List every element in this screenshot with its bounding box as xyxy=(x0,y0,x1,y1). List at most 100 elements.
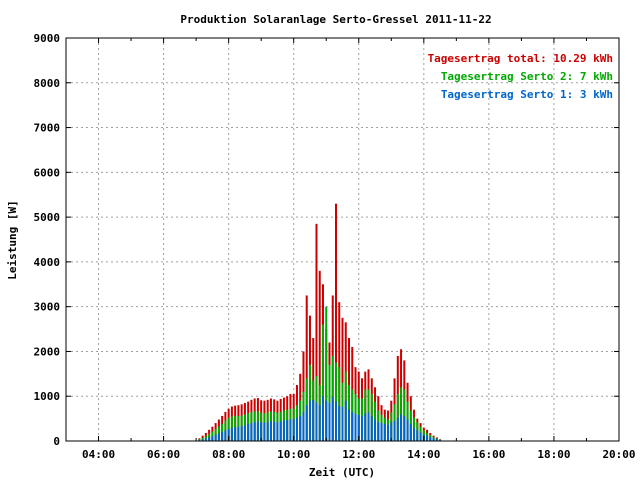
bar-serto-1 xyxy=(383,423,386,441)
y-tick-label: 0 xyxy=(53,435,60,448)
bar-serto-1 xyxy=(286,419,289,441)
bar-serto-1 xyxy=(406,419,409,441)
y-tick-label: 6000 xyxy=(34,166,61,179)
bar-serto-1 xyxy=(377,422,380,441)
bar-serto-2 xyxy=(403,389,406,441)
x-tick-label: 04:00 xyxy=(82,448,115,461)
bar-serto-1 xyxy=(240,426,243,441)
chart-title: Produktion Solaranlage Serto-Gressel 201… xyxy=(180,13,491,26)
x-tick-label: 06:00 xyxy=(147,448,180,461)
y-tick-label: 9000 xyxy=(34,32,61,45)
y-tick-label: 7000 xyxy=(34,122,61,135)
bar-serto-1 xyxy=(282,420,285,441)
bar-serto-1 xyxy=(321,396,324,441)
plot-frame xyxy=(65,37,620,442)
bar-serto-1 xyxy=(348,409,351,441)
bar-serto-1 xyxy=(374,419,377,441)
bar-serto-1 xyxy=(237,426,240,441)
bar-serto-1 xyxy=(426,435,429,441)
bar-total xyxy=(305,295,308,441)
x-tick-label: 20:00 xyxy=(602,448,635,461)
bar-serto-1 xyxy=(370,415,373,441)
bar-serto-1 xyxy=(266,422,269,441)
bar-serto-1 xyxy=(400,414,403,441)
bar-serto-1 xyxy=(367,412,370,441)
x-tick-label: 16:00 xyxy=(472,448,505,461)
bar-serto-1 xyxy=(208,437,211,441)
bar-serto-1 xyxy=(279,421,282,441)
bar-serto-1 xyxy=(357,415,360,441)
bar-serto-1 xyxy=(289,419,292,441)
y-tick-label: 8000 xyxy=(34,77,61,90)
bar-serto-1 xyxy=(214,434,217,441)
bar-serto-1 xyxy=(250,423,253,441)
bar-serto-1 xyxy=(344,400,347,441)
bar-total xyxy=(315,223,318,441)
bar-serto-1 xyxy=(302,411,305,441)
bars-layer xyxy=(198,203,442,441)
bar-serto-1 xyxy=(260,422,263,441)
bar-serto-1 xyxy=(334,401,337,441)
bar-serto-1 xyxy=(299,415,302,441)
x-tick-label: 18:00 xyxy=(537,448,570,461)
bar-serto-1 xyxy=(429,436,432,441)
bar-serto-1 xyxy=(435,439,438,441)
bar-serto-1 xyxy=(295,417,298,441)
bar-serto-1 xyxy=(361,415,364,441)
bar-serto-1 xyxy=(263,422,266,441)
legend-entry: Tagesertrag total: 10.29 kWh xyxy=(428,52,613,65)
legend: Tagesertrag total: 10.29 kWh Tagesertrag … xyxy=(428,52,613,101)
bar-serto-1 xyxy=(204,438,207,441)
bar-serto-1 xyxy=(387,424,390,441)
bar-serto-1 xyxy=(403,415,406,441)
y-tick-label: 2000 xyxy=(34,345,61,358)
bar-serto-1 xyxy=(221,432,224,441)
bar-total xyxy=(318,270,321,441)
bar-serto-1 xyxy=(341,406,344,441)
x-tick-label: 10:00 xyxy=(277,448,310,461)
y-axis-label: Leistung [W] xyxy=(6,200,19,279)
bar-total xyxy=(341,317,344,441)
bar-serto-1 xyxy=(305,405,308,441)
bar-serto-1 xyxy=(201,439,204,441)
bar-serto-1 xyxy=(364,413,367,441)
bar-serto-1 xyxy=(416,430,419,441)
bar-serto-1 xyxy=(224,430,227,441)
x-tick-label: 14:00 xyxy=(407,448,440,461)
y-tick-label: 1000 xyxy=(34,390,61,403)
bar-serto-1 xyxy=(211,436,214,441)
bar-serto-1 xyxy=(390,422,393,441)
bar-serto-1 xyxy=(393,420,396,441)
ticks-layer: 0 1000 2000 3000 4000 5000 6000 7000 8000 9000 04:… xyxy=(34,32,636,461)
bar-serto-2 xyxy=(325,306,328,441)
bar-serto-1 xyxy=(312,399,315,441)
bar-total xyxy=(334,203,337,441)
bar-serto-1 xyxy=(308,400,311,441)
bar-serto-1 xyxy=(432,438,435,441)
legend-entry: Tagesertrag Serto 1: 3 kWh xyxy=(441,88,613,101)
bar-serto-1 xyxy=(380,423,383,441)
bar-serto-1 xyxy=(318,405,321,441)
bar-serto-1 xyxy=(351,411,354,441)
bar-serto-1 xyxy=(413,427,416,441)
bar-serto-1 xyxy=(230,427,233,441)
bar-serto-1 xyxy=(243,425,246,441)
bar-serto-1 xyxy=(273,421,276,441)
y-tick-label: 4000 xyxy=(34,256,61,269)
bar-serto-1 xyxy=(354,414,357,441)
legend-entry: Tagesertrag Serto 2: 7 kWh xyxy=(441,70,613,83)
bar-serto-1 xyxy=(315,402,318,441)
bar-serto-1 xyxy=(325,400,328,441)
bar-serto-1 xyxy=(234,427,237,441)
bar-serto-1 xyxy=(256,421,259,441)
bar-serto-1 xyxy=(409,423,412,441)
bar-serto-1 xyxy=(396,417,399,441)
x-tick-label: 08:00 xyxy=(212,448,245,461)
bar-serto-1 xyxy=(217,433,220,441)
bar-serto-1 xyxy=(269,421,272,441)
bar-serto-1 xyxy=(419,432,422,441)
bar-serto-1 xyxy=(331,397,334,441)
y-tick-label: 3000 xyxy=(34,301,61,314)
x-axis-label: Zeit (UTC) xyxy=(309,466,375,479)
